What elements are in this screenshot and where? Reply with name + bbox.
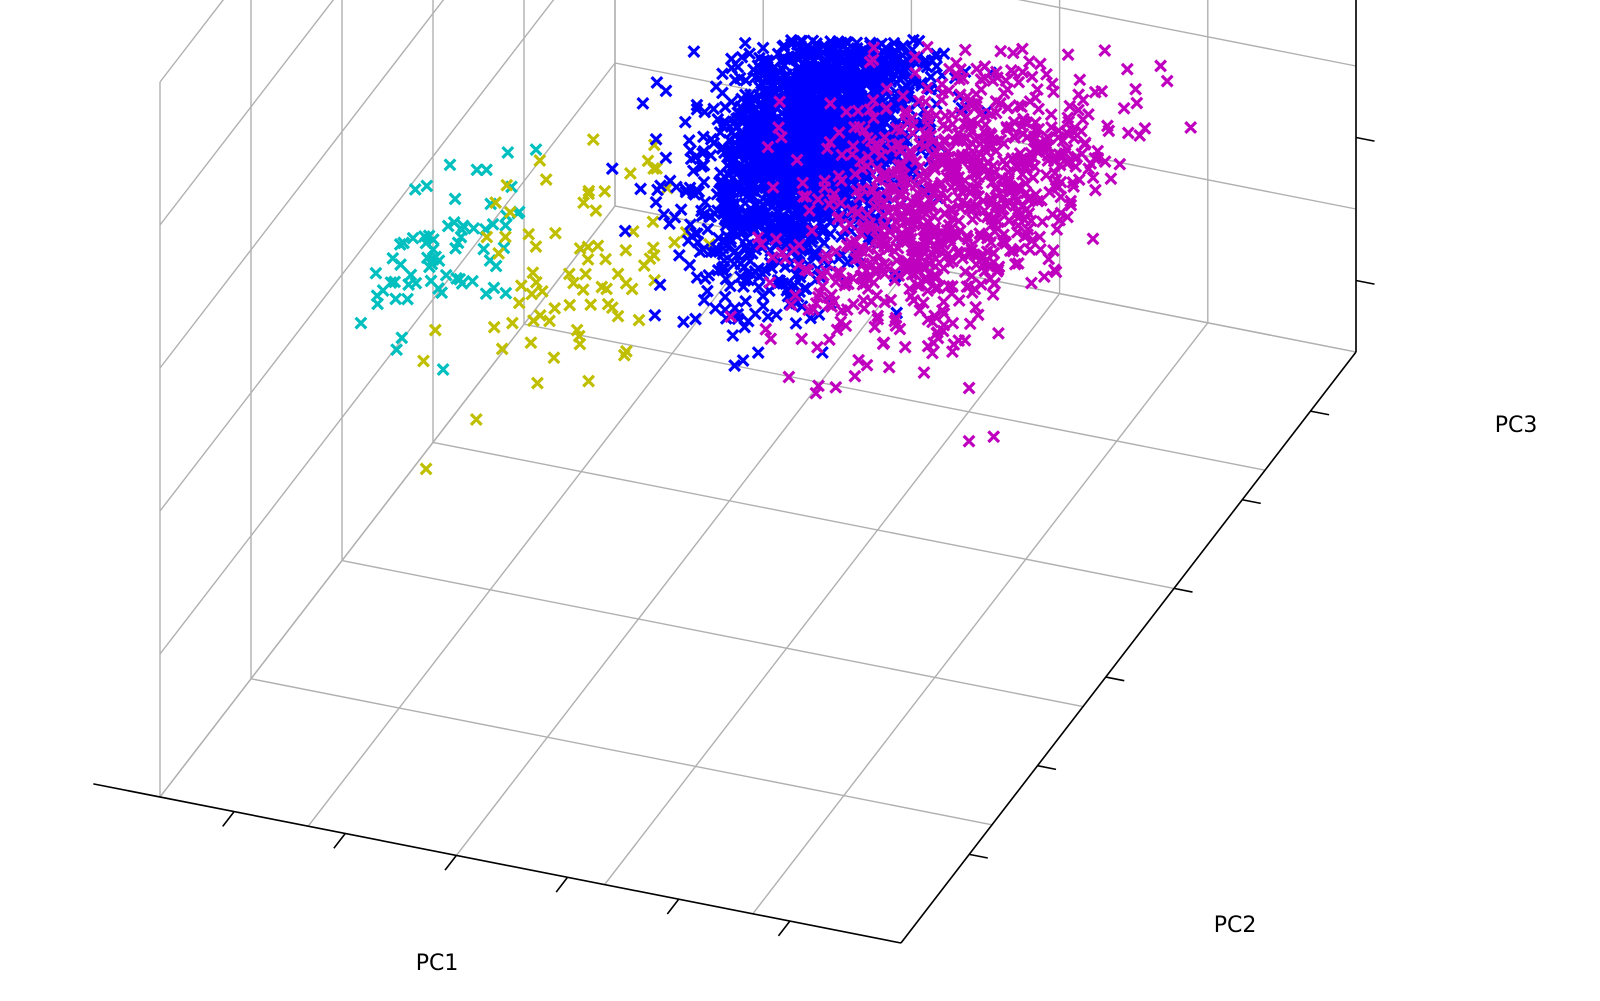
x-axis-tick xyxy=(777,920,791,937)
back-wall-grid-line xyxy=(1017,0,1357,67)
x-axis-tick xyxy=(555,876,569,893)
x-axis-line xyxy=(93,783,902,944)
floor-grid-line xyxy=(752,322,1209,915)
axes xyxy=(93,0,1375,944)
floor-grid-line xyxy=(250,678,993,826)
series-1 xyxy=(354,143,543,376)
floor-grid-line xyxy=(341,559,1084,708)
left-wall-grid-line xyxy=(159,0,555,512)
y-axis-tick xyxy=(1242,498,1261,505)
data-points xyxy=(354,33,1198,476)
x-axis-tick xyxy=(333,833,346,849)
left-wall-grid-line xyxy=(159,62,616,655)
y-axis-tick xyxy=(969,853,988,859)
x-axis-label: PC1 xyxy=(416,951,459,976)
z-axis-tick xyxy=(1355,136,1375,142)
y-axis-tick xyxy=(1037,764,1057,771)
y-axis-tick xyxy=(1105,676,1125,682)
floor-grid-line xyxy=(604,293,1061,886)
x-axis-tick xyxy=(666,898,680,915)
left-wall-grid-line xyxy=(159,0,335,226)
x-axis-tick xyxy=(444,854,458,871)
series-2 xyxy=(417,133,716,476)
z-axis-tick xyxy=(1355,279,1375,285)
z-axis-label: PC3 xyxy=(1495,413,1538,438)
left-wall-grid-line xyxy=(159,0,445,369)
scatter-points xyxy=(354,143,543,376)
y-axis-tick xyxy=(1173,587,1193,593)
left-wall-grid-line xyxy=(159,205,616,798)
left-wall-grid-line xyxy=(159,0,225,83)
y-axis-line xyxy=(900,351,1357,944)
floor-grid-line xyxy=(432,441,1175,590)
y-axis-tick xyxy=(1310,410,1330,416)
floor-grid-line xyxy=(455,263,912,856)
floor-grid-line xyxy=(523,323,1266,471)
scatter-points xyxy=(417,133,716,476)
scatter-points xyxy=(724,40,1198,448)
y-axis-label: PC2 xyxy=(1214,913,1257,938)
series-6 xyxy=(724,40,1198,448)
x-axis-tick xyxy=(222,811,235,827)
floor-grid-line xyxy=(307,234,764,827)
